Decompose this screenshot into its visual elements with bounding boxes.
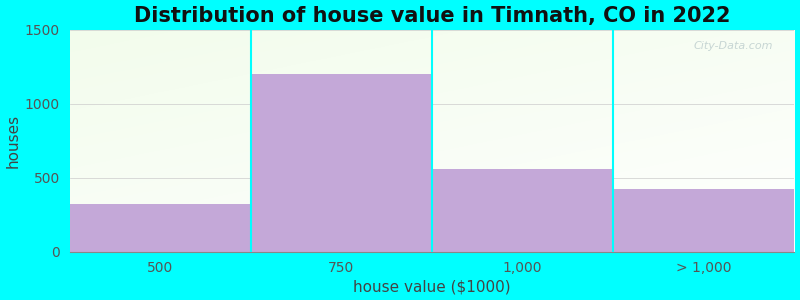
X-axis label: house value ($1000): house value ($1000): [353, 279, 511, 294]
Text: City-Data.com: City-Data.com: [693, 41, 773, 51]
Bar: [614, 190, 794, 252]
Bar: [250, 74, 432, 252]
Y-axis label: houses: houses: [6, 114, 21, 168]
Bar: [70, 204, 250, 252]
Bar: [432, 169, 614, 252]
Title: Distribution of house value in Timnath, CO in 2022: Distribution of house value in Timnath, …: [134, 6, 730, 26]
